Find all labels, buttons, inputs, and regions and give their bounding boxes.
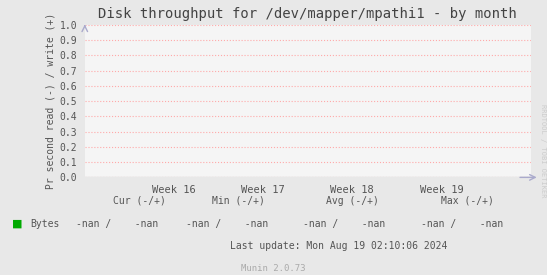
Text: Avg (-/+): Avg (-/+) (327, 196, 379, 206)
Title: Disk throughput for /dev/mapper/mpathi1 - by month: Disk throughput for /dev/mapper/mpathi1 … (98, 7, 517, 21)
Text: -nan /    -nan: -nan / -nan (77, 219, 159, 229)
Text: -nan /    -nan: -nan / -nan (421, 219, 503, 229)
Text: Max (-/+): Max (-/+) (441, 196, 494, 206)
Text: RRDTOOL / TOBI OETIKER: RRDTOOL / TOBI OETIKER (540, 104, 546, 198)
Y-axis label: Pr second read (-) / write (+): Pr second read (-) / write (+) (45, 13, 55, 189)
Text: ■: ■ (12, 219, 22, 229)
Text: -nan /    -nan: -nan / -nan (304, 219, 386, 229)
Text: Min (-/+): Min (-/+) (212, 196, 264, 206)
Text: Last update: Mon Aug 19 02:10:06 2024: Last update: Mon Aug 19 02:10:06 2024 (230, 241, 448, 251)
Text: Bytes: Bytes (30, 219, 60, 229)
Text: Munin 2.0.73: Munin 2.0.73 (241, 264, 306, 273)
Text: -nan /    -nan: -nan / -nan (187, 219, 269, 229)
Text: Cur (-/+): Cur (-/+) (113, 196, 166, 206)
